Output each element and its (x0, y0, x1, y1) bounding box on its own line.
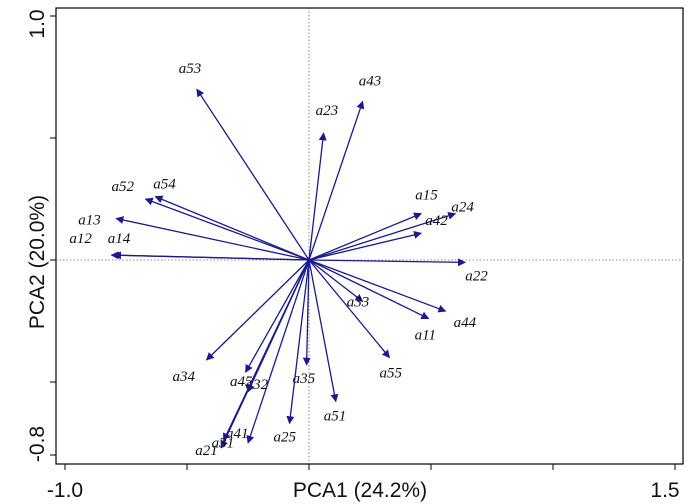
vector-label-a22: a22 (465, 268, 488, 284)
x-ticks (64, 464, 676, 470)
vector-label-a25: a25 (274, 430, 297, 446)
y-tick-label-max: 1.0 (26, 9, 49, 38)
vector-label-a23: a23 (316, 103, 339, 119)
vector-arrow-a42 (308, 230, 422, 261)
vector-arrow-a25 (286, 259, 310, 425)
vector-label-a34: a34 (173, 369, 196, 385)
vector-label-a35: a35 (293, 371, 316, 387)
x-axis-label: PCA1 (24.2%) (293, 479, 427, 502)
vector-label-a45: a45 (230, 374, 253, 390)
vector-label-a54: a54 (153, 177, 176, 193)
vector-arrow-a35 (302, 259, 311, 366)
vector-arrow-a32 (245, 259, 310, 373)
vector-arrow-a24 (308, 211, 457, 261)
vector-arrow-a43 (308, 100, 365, 261)
vector-label-a52: a52 (112, 179, 135, 195)
vector-label-a41: a41 (226, 426, 249, 442)
vector-arrow-a23 (308, 132, 327, 261)
vector-label-a14: a14 (108, 231, 131, 247)
vector-arrow-a34 (205, 259, 310, 361)
y-tick-label-min: -0.8 (26, 426, 49, 462)
vector-arrow-a13 (115, 216, 310, 261)
vector-arrow-a51 (308, 259, 339, 403)
vector-label-a51: a51 (324, 409, 347, 425)
x-tick-label-max: 1.5 (650, 479, 679, 502)
vector-label-a33: a33 (347, 295, 370, 311)
vector-arrow-a54 (154, 195, 310, 261)
vector-label-a55: a55 (380, 366, 403, 382)
y-axis-label: PCA2 (20.0%) (26, 195, 49, 329)
vector-label-a43: a43 (359, 73, 382, 89)
vector-arrow-a55 (308, 259, 391, 359)
plot-frame (55, 7, 684, 465)
vector-arrow-a14 (113, 251, 310, 261)
vector-label-a12: a12 (69, 231, 92, 247)
vector-arrow-a53 (196, 88, 310, 261)
vector-label-a53: a53 (179, 61, 202, 77)
vector-arrow-a33 (308, 259, 364, 303)
vector-arrow-a11 (308, 259, 430, 320)
y-ticks (50, 15, 56, 456)
vector-label-a21: a21 (195, 443, 218, 459)
x-tick-label-min: -1.0 (47, 479, 83, 502)
vector-arrow-a41 (246, 259, 310, 444)
vector-label-a31: a31 (212, 436, 235, 452)
vector-arrow-a15 (308, 212, 422, 261)
vector-label-a42: a42 (425, 213, 448, 229)
vector-arrow-a31 (223, 259, 310, 442)
vector-arrow-a44 (308, 259, 447, 313)
vector-label-a11: a11 (415, 328, 436, 344)
vector-arrow-a52 (144, 197, 310, 261)
vector-label-a24: a24 (451, 200, 474, 216)
vector-arrow-a22 (308, 258, 466, 267)
vector-label-a44: a44 (454, 315, 477, 331)
vector-label-a15: a15 (415, 188, 438, 204)
vector-label-a13: a13 (78, 213, 101, 229)
